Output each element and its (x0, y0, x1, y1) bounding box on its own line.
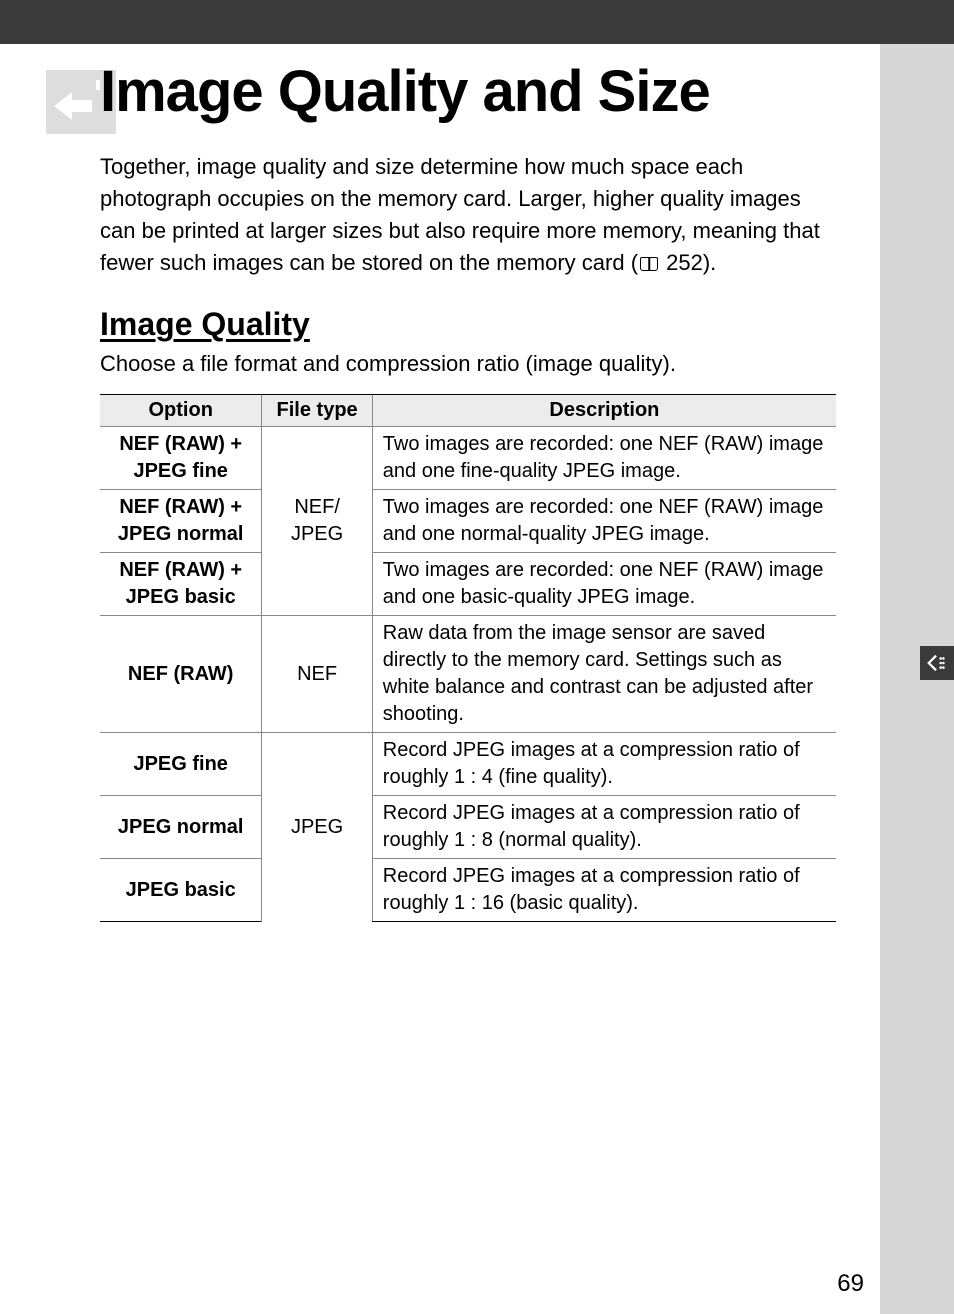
cell-file-type: JPEG (262, 733, 372, 922)
cell-description: Record JPEG images at a compression rati… (372, 796, 836, 859)
table-row: NEF (RAW) + JPEG fineNEF/ JPEGTwo images… (100, 427, 836, 490)
side-tab-icon (920, 646, 954, 680)
manual-reference-icon (640, 257, 658, 271)
page: Image Quality and Size Together, image q… (0, 44, 880, 1314)
cell-option: NEF (RAW) + JPEG basic (100, 553, 262, 616)
table-row: NEF (RAW) + JPEG normal Two images are re… (100, 490, 836, 553)
cell-file-type: NEF (262, 616, 372, 733)
section-intro: Choose a file format and compression rat… (100, 349, 836, 380)
image-quality-table: Option File type Description NEF (RAW) +… (100, 394, 836, 922)
table-row: JPEG basic Record JPEG images at a compre… (100, 859, 836, 922)
table-row: NEF (RAW)NEFRaw data from the image sens… (100, 616, 836, 733)
table-row: JPEG fineJPEGRecord JPEG images at a com… (100, 733, 836, 796)
page-number: 69 (837, 1270, 864, 1298)
cell-description: Record JPEG images at a compression rati… (372, 733, 836, 796)
cell-option: NEF (RAW) + JPEG normal (100, 490, 262, 553)
table-row: JPEG normal Record JPEG images at a compr… (100, 796, 836, 859)
cell-file-type: NEF/ JPEG (262, 427, 372, 616)
cell-description: Two images are recorded: one NEF (RAW) i… (372, 553, 836, 616)
col-file-type: File type (262, 395, 372, 427)
cell-option: NEF (RAW) (100, 616, 262, 733)
cell-description: Two images are recorded: one NEF (RAW) i… (372, 427, 836, 490)
cell-option: NEF (RAW) + JPEG fine (100, 427, 262, 490)
page-title: Image Quality and Size (100, 62, 836, 123)
col-description: Description (372, 395, 836, 427)
cell-description: Two images are recorded: one NEF (RAW) i… (372, 490, 836, 553)
table-row: NEF (RAW) + JPEG basic Two images are rec… (100, 553, 836, 616)
intro-paragraph: Together, image quality and size determi… (100, 151, 836, 279)
cell-option: JPEG fine (100, 733, 262, 796)
table-header-row: Option File type Description (100, 395, 836, 427)
intro-ref: 252). (660, 250, 716, 275)
col-option: Option (100, 395, 262, 427)
cell-description: Raw data from the image sensor are saved… (372, 616, 836, 733)
top-bar (0, 0, 954, 44)
cell-description: Record JPEG images at a compression rati… (372, 859, 836, 922)
cell-option: JPEG basic (100, 859, 262, 922)
section-heading: Image Quality (100, 306, 836, 343)
cell-option: JPEG normal (100, 796, 262, 859)
